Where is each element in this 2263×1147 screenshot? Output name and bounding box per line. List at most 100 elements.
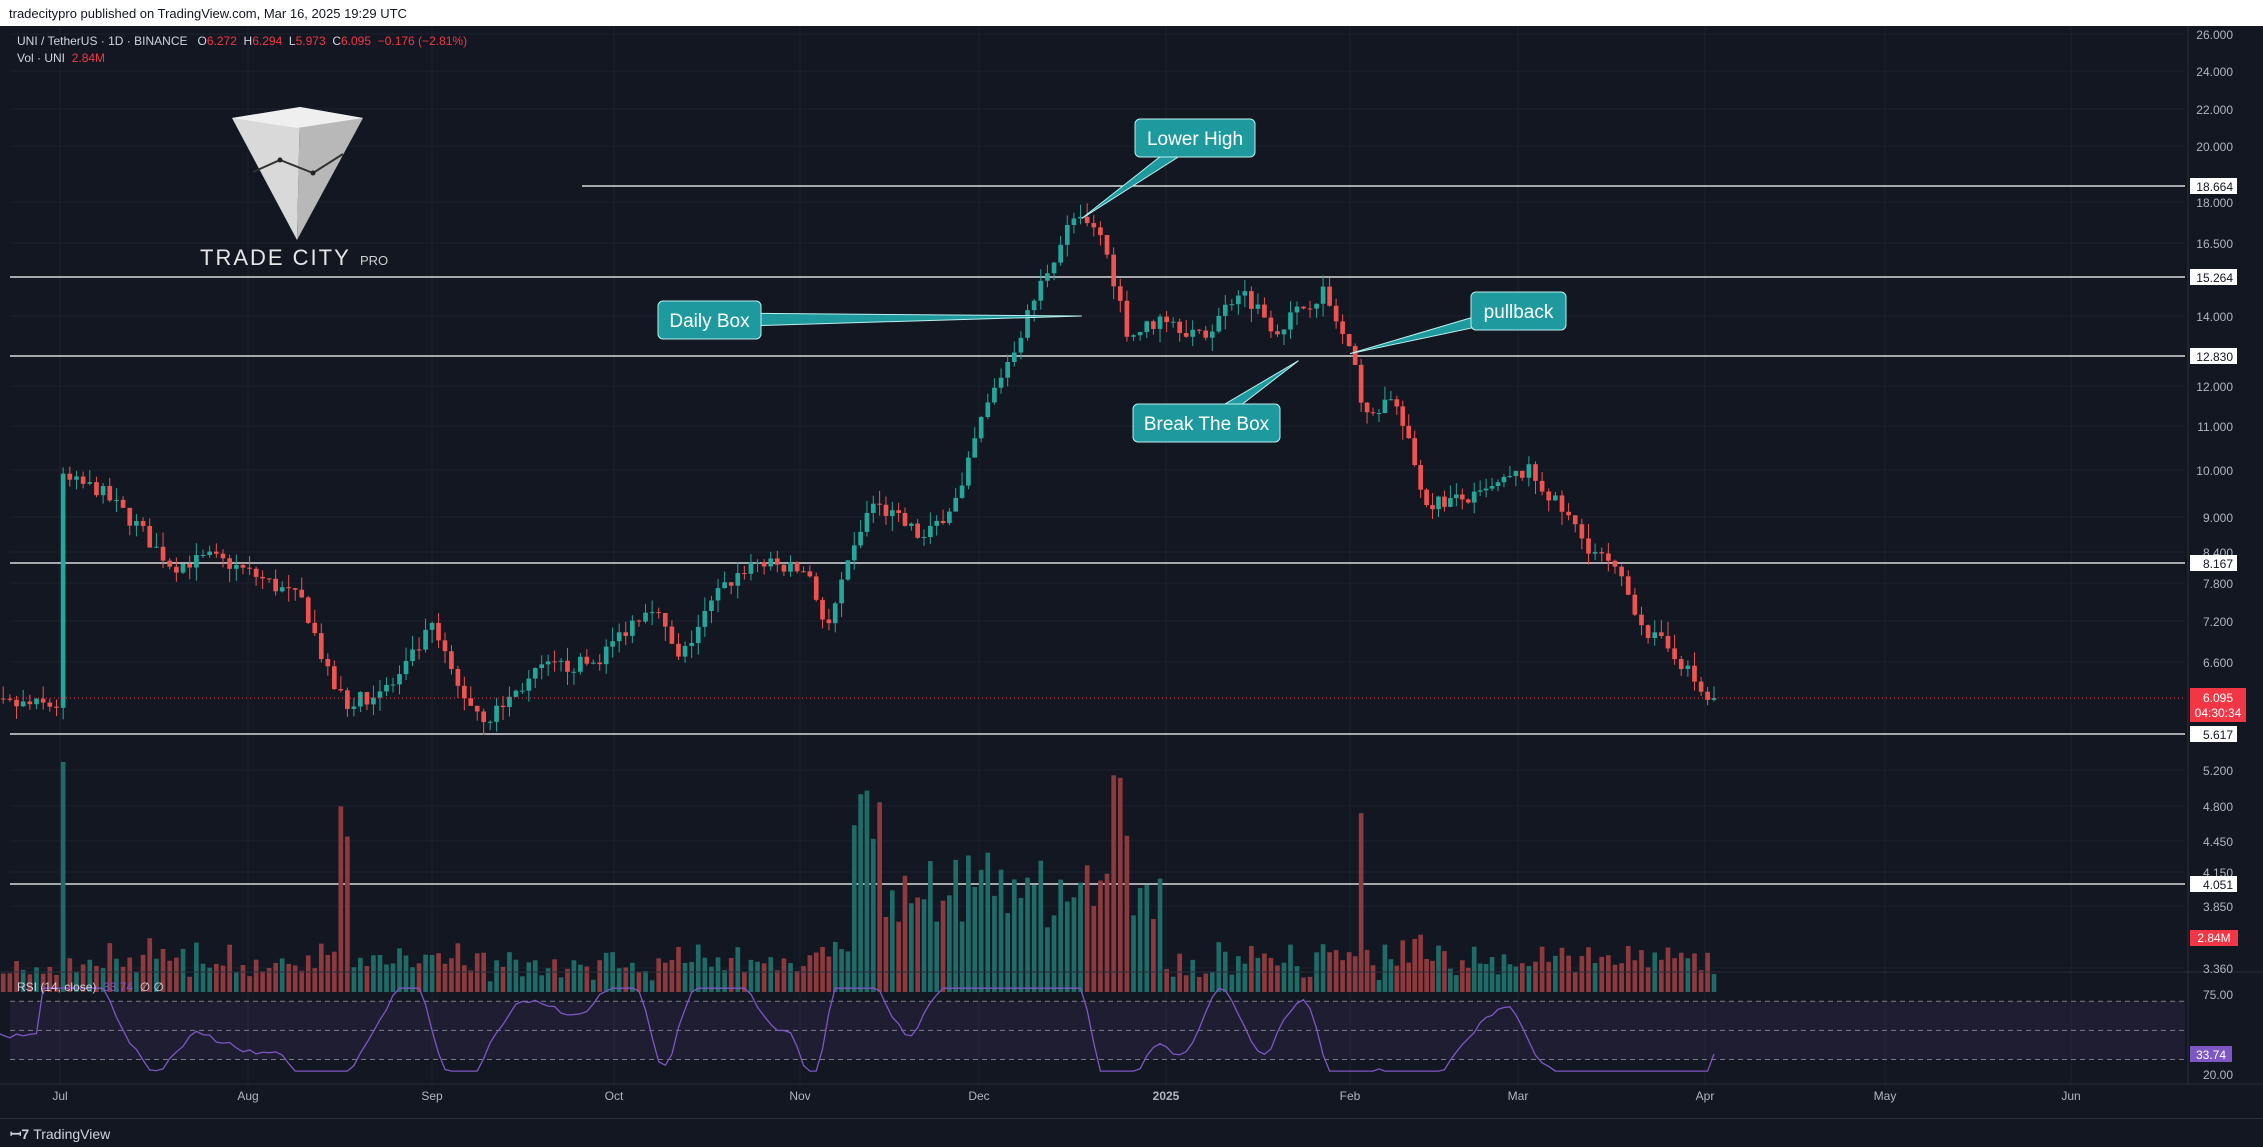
volume-bar bbox=[14, 960, 19, 992]
candle-body bbox=[27, 701, 33, 705]
candle-body bbox=[1011, 352, 1017, 363]
volume-bar bbox=[526, 962, 532, 992]
volume-bar bbox=[279, 958, 285, 992]
candle-body bbox=[565, 660, 570, 672]
candle-body bbox=[902, 513, 908, 526]
time-axis[interactable]: Jul Aug Sep Oct Nov Dec 2025 Feb Mar Apr May Jun bbox=[0, 1083, 2263, 1103]
candle-body bbox=[1606, 553, 1611, 561]
tradingview-logo[interactable]: ꟷ7 TradingView bbox=[10, 1125, 110, 1144]
rsi-pane[interactable]: 75.00 20.00 33.74 bbox=[0, 971, 2263, 1082]
candle-body bbox=[552, 661, 557, 663]
candle-body bbox=[839, 579, 844, 604]
time-tick-label: Sep bbox=[421, 1089, 443, 1103]
volume-bar bbox=[187, 976, 193, 992]
volume-bar bbox=[1058, 879, 1063, 992]
volume-bar bbox=[851, 825, 857, 992]
candle-body bbox=[1111, 254, 1116, 287]
candle-body bbox=[820, 599, 825, 620]
candle-body bbox=[1229, 304, 1235, 306]
volume-bar bbox=[578, 964, 583, 992]
level-price-label: 18.664 bbox=[2196, 180, 2233, 194]
price-tick-label: 22.000 bbox=[2196, 103, 2233, 117]
volume-bar bbox=[1078, 882, 1083, 992]
volume-bar bbox=[1340, 960, 1345, 992]
candle-body bbox=[643, 612, 648, 622]
volume-bar bbox=[1619, 963, 1624, 992]
logo-suffix-text: PRO bbox=[360, 253, 388, 268]
candle-body bbox=[1388, 399, 1394, 401]
volume-bar bbox=[1098, 880, 1103, 992]
volume-bar bbox=[902, 875, 908, 992]
candle-body bbox=[934, 520, 940, 526]
volume-bar bbox=[1665, 947, 1671, 992]
volume-bar bbox=[273, 962, 278, 992]
volume-bar bbox=[1519, 963, 1525, 992]
annotations[interactable]: Lower High Daily Box pullback Break The Box bbox=[657, 118, 1567, 443]
candle-body bbox=[807, 571, 813, 577]
volume-bar bbox=[220, 965, 226, 992]
candle-body bbox=[748, 562, 754, 574]
volume-bar bbox=[351, 967, 357, 992]
candle-body bbox=[742, 573, 747, 575]
volume-label: Vol · UNI bbox=[17, 51, 66, 65]
price-tick-label: 11.000 bbox=[2197, 420, 2233, 434]
candle-body bbox=[1513, 470, 1519, 476]
volume-bar bbox=[94, 965, 99, 992]
candle-body bbox=[1314, 303, 1319, 309]
candle-body bbox=[233, 564, 239, 569]
volume-bar bbox=[1018, 897, 1024, 992]
candle-body bbox=[1685, 665, 1691, 670]
price-tick-label: 26.000 bbox=[2196, 28, 2233, 42]
volume-bar bbox=[1229, 974, 1235, 992]
volume-bar bbox=[820, 946, 825, 992]
volume-bar bbox=[1249, 945, 1254, 992]
candle-body bbox=[695, 626, 701, 644]
change-value: −0.176 (−2.81%) bbox=[377, 34, 468, 48]
candle-body bbox=[1281, 329, 1287, 335]
tradingview-label: TradingView bbox=[33, 1126, 111, 1142]
volume-bar bbox=[20, 969, 26, 992]
candle-body bbox=[397, 674, 402, 685]
candle-body bbox=[154, 546, 159, 548]
candle-body bbox=[953, 497, 959, 512]
candle-body bbox=[214, 551, 219, 554]
low-value: 5.973 bbox=[295, 34, 326, 48]
volume-bar bbox=[1045, 927, 1050, 992]
price-chart[interactable]: Lower High Daily Box pullback Break The Box… bbox=[0, 26, 2263, 1118]
candle-body bbox=[1471, 491, 1477, 503]
candle-body bbox=[1645, 625, 1651, 639]
candle-body bbox=[1005, 362, 1011, 378]
volume-bar bbox=[1572, 971, 1578, 992]
candle-body bbox=[100, 486, 106, 496]
high-value: 6.294 bbox=[252, 34, 283, 48]
candle-body bbox=[1553, 495, 1558, 501]
candle-body bbox=[972, 438, 978, 458]
candle-body bbox=[40, 698, 46, 703]
candle-body bbox=[87, 482, 93, 484]
volume-bar bbox=[27, 974, 33, 992]
candle-body bbox=[403, 661, 409, 675]
candle-body bbox=[384, 684, 389, 692]
candle-body bbox=[1418, 465, 1423, 490]
candle-body bbox=[1051, 262, 1057, 274]
candle-body bbox=[180, 563, 186, 573]
level-price-label: 5.617 bbox=[2203, 728, 2233, 742]
volume-bar bbox=[649, 980, 655, 992]
volume-bar bbox=[1320, 944, 1326, 992]
candle-body bbox=[709, 600, 714, 611]
candle-body bbox=[947, 511, 952, 524]
volume-bar bbox=[1358, 813, 1364, 992]
candle-body bbox=[870, 503, 876, 513]
price-axis[interactable]: 26.000 24.000 22.000 20.000 18.000 16.500 14.0… bbox=[2187, 26, 2246, 1084]
volume-bar bbox=[1038, 860, 1044, 992]
close-value: 6.095 bbox=[340, 34, 372, 48]
candle-body bbox=[728, 582, 734, 586]
candle-body bbox=[120, 499, 126, 508]
candle-body bbox=[60, 473, 66, 708]
candle-body bbox=[794, 562, 800, 572]
candle-body bbox=[610, 641, 615, 647]
candle-body bbox=[1454, 494, 1459, 499]
candle-body bbox=[1539, 480, 1545, 492]
volume-bar bbox=[462, 965, 467, 992]
candle-body bbox=[915, 523, 921, 538]
